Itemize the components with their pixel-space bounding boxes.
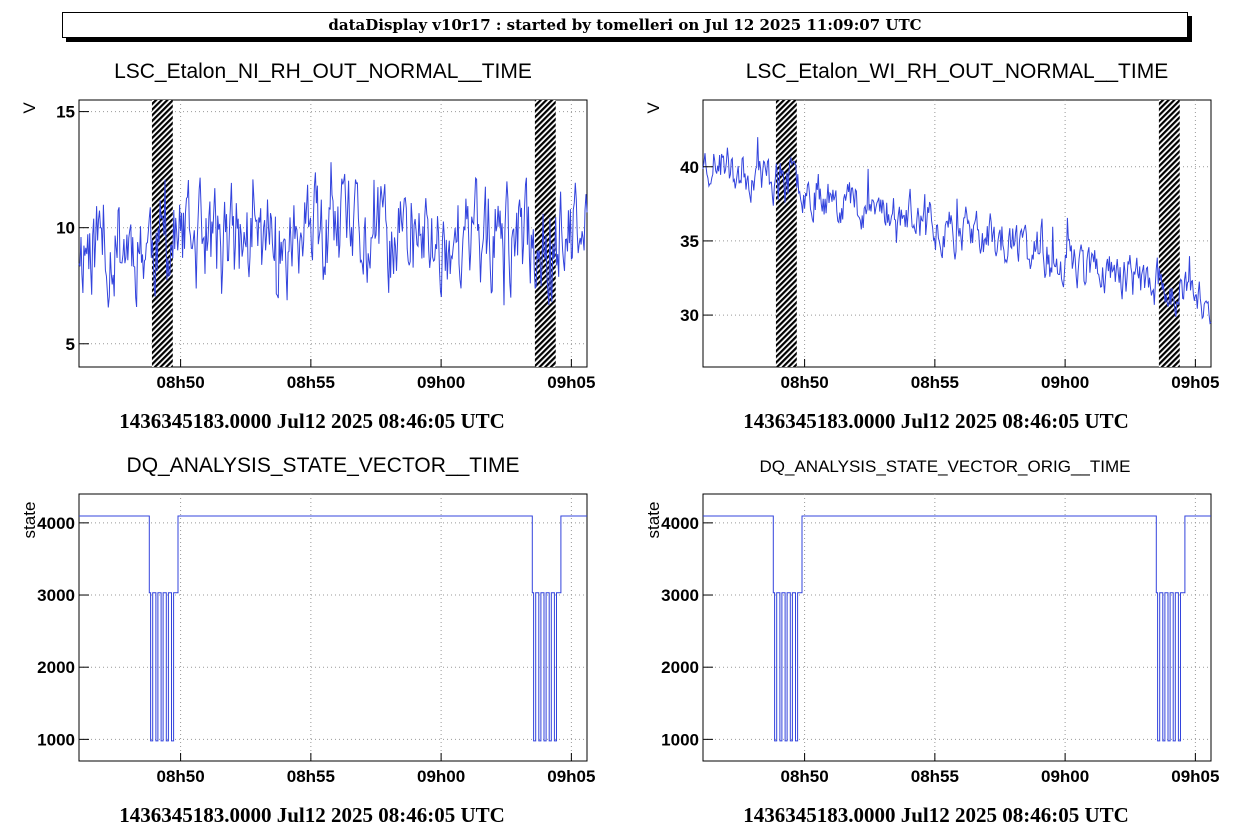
y-tick-label: 3000	[661, 586, 699, 605]
y-tick-label: 4000	[37, 514, 75, 533]
y-tick-label: 1000	[37, 730, 75, 749]
y-tick-label: 4000	[661, 514, 699, 533]
y-tick-label: 5	[66, 335, 75, 354]
y-tick-label: 30	[680, 306, 699, 325]
x-tick-label: 08h55	[287, 767, 335, 786]
x-tick-label: 09h00	[417, 373, 465, 392]
time-axis-footer: 1436345183.0000 Jul12 2025 08:46:05 UTC	[119, 409, 505, 433]
x-tick-label: 08h55	[911, 373, 959, 392]
chart-panel-2: LSC_Etalon_WI_RH_OUT_NORMAL__TIME V 08h50 0…	[644, 60, 1219, 433]
chart-panel-4: DQ_ANALYSIS_STATE_VECTOR_ORIG__TIMEstate…	[644, 457, 1219, 827]
y-axis-label: V	[644, 102, 663, 114]
y-tick-label: 35	[680, 232, 699, 251]
y-tick-label: 2000	[661, 658, 699, 677]
series-trace	[702, 137, 1212, 325]
x-tick-label: 08h55	[287, 373, 335, 392]
data-gap-region	[1158, 100, 1180, 367]
y-axis-label: state	[20, 502, 39, 539]
x-tick-label: 08h50	[780, 373, 828, 392]
time-axis-footer: 1436345183.0000 Jul12 2025 08:46:05 UTC	[119, 803, 505, 827]
x-tick-label: 08h50	[156, 767, 204, 786]
y-tick-label: 2000	[37, 658, 75, 677]
data-gap-region	[775, 100, 797, 367]
time-axis-footer: 1436345183.0000 Jul12 2025 08:46:05 UTC	[743, 803, 1129, 827]
chart-panel-1: LSC_Etalon_NI_RH_OUT_NORMAL__TIME V 08h50 0…	[20, 60, 595, 433]
y-tick-label: 15	[56, 103, 75, 122]
y-tick-label: 40	[680, 158, 699, 177]
x-tick-label: 09h05	[1171, 767, 1219, 786]
y-tick-label: 1000	[661, 730, 699, 749]
x-tick-label: 08h50	[156, 373, 204, 392]
series-trace	[703, 515, 1211, 742]
series-trace	[79, 515, 587, 742]
x-tick-label: 09h05	[547, 767, 595, 786]
x-tick-label: 09h00	[417, 767, 465, 786]
y-tick-label: 10	[56, 219, 75, 238]
x-tick-label: 09h05	[547, 373, 595, 392]
y-axis-label: state	[644, 502, 663, 539]
x-tick-label: 08h55	[911, 767, 959, 786]
x-tick-label: 09h00	[1041, 373, 1089, 392]
chart-title: LSC_Etalon_NI_RH_OUT_NORMAL__TIME	[114, 60, 532, 83]
chart-title: DQ_ANALYSIS_STATE_VECTOR_ORIG__TIME	[760, 457, 1131, 476]
x-tick-label: 09h05	[1171, 373, 1219, 392]
time-axis-footer: 1436345183.0000 Jul12 2025 08:46:05 UTC	[743, 409, 1129, 433]
y-axis-label: V	[20, 102, 39, 114]
data-gap-region	[151, 100, 173, 367]
data-gap-region	[534, 100, 556, 367]
chart-title: LSC_Etalon_WI_RH_OUT_NORMAL__TIME	[746, 60, 1168, 83]
chart-title: DQ_ANALYSIS_STATE_VECTOR__TIME	[127, 454, 520, 477]
x-tick-label: 08h50	[780, 767, 828, 786]
y-tick-label: 3000	[37, 586, 75, 605]
series-trace	[78, 162, 588, 308]
x-tick-label: 09h00	[1041, 767, 1089, 786]
plot-frame	[702, 493, 1212, 762]
plot-frame	[78, 493, 588, 762]
window-title-banner: dataDisplay v10r17 : started by tomeller…	[62, 12, 1188, 38]
